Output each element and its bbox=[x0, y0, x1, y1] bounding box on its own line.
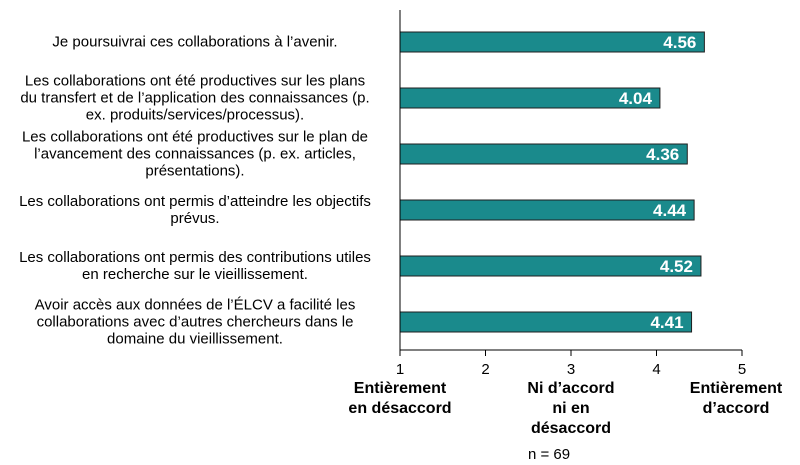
x-tick-label: 5 bbox=[738, 361, 746, 378]
category-label-line: Les collaborations ont été productives s… bbox=[21, 128, 369, 146]
x-tick-label: 2 bbox=[481, 361, 489, 378]
category-label-line: Les collaborations ont été productives s… bbox=[24, 72, 366, 90]
bar bbox=[399, 311, 693, 333]
scale-anchor-label: Entièrement d’accord bbox=[676, 379, 796, 419]
bar-value-label: 4.56 bbox=[663, 33, 696, 52]
scale-anchor-line: d’accord bbox=[702, 400, 770, 417]
bar-value-label: 4.52 bbox=[660, 257, 693, 276]
category-label: Les collaborations ont été productives s… bbox=[0, 73, 390, 124]
scale-anchor-line: ni en bbox=[552, 400, 590, 417]
sample-size-note: n = 69 bbox=[528, 446, 571, 463]
x-tick-label: 1 bbox=[396, 361, 404, 378]
scale-anchor-line: en désaccord bbox=[348, 400, 452, 417]
category-label-line: en recherche sur le vieillissement. bbox=[82, 266, 308, 283]
category-label: Je poursuivrai ces collaborations à l’av… bbox=[0, 34, 390, 51]
bar-value-label: 4.44 bbox=[653, 201, 687, 220]
scale-anchor-line: Ni d’accord bbox=[527, 380, 615, 397]
category-label-line: Les collaborations ont permis des contri… bbox=[19, 249, 371, 266]
category-label: Les collaborations ont été productives s… bbox=[0, 129, 390, 180]
scale-anchor-label: Ni d’accord ni en désaccord bbox=[511, 379, 631, 439]
category-label-line: Avoir accès aux données de l’ÉLCV a faci… bbox=[34, 296, 356, 314]
category-label-line: l’avancement des connaissances (p. ex. a… bbox=[34, 145, 356, 163]
scale-anchor-line: Entièrement bbox=[689, 380, 783, 397]
category-label-line: prévus. bbox=[170, 210, 220, 227]
x-tick-label: 3 bbox=[567, 361, 575, 378]
category-label-line: Les collaborations ont permis d’atteindr… bbox=[19, 193, 371, 210]
scale-anchor-line: désaccord bbox=[530, 420, 612, 437]
bar-value-label: 4.41 bbox=[650, 313, 683, 332]
category-label-line: Je poursuivrai ces collaborations à l’av… bbox=[52, 33, 338, 51]
scale-anchor-label: Entièrement en désaccord bbox=[340, 379, 460, 419]
x-tick-label: 4 bbox=[652, 361, 660, 378]
bar bbox=[399, 199, 695, 221]
category-label-line: du transfert et de l’application des con… bbox=[20, 89, 370, 107]
category-label-line: ex. produits/services/processus). bbox=[85, 106, 305, 124]
category-label: Les collaborations ont permis d’atteindr… bbox=[0, 193, 390, 227]
bar bbox=[399, 31, 705, 53]
scale-anchor-line: Entièrement bbox=[353, 380, 447, 397]
bar bbox=[399, 143, 688, 165]
bar bbox=[399, 255, 702, 277]
category-label-line: collaborations avec d’autres chercheurs … bbox=[36, 313, 354, 331]
category-label-line: présentations). bbox=[145, 162, 245, 180]
bar-value-label: 4.04 bbox=[619, 89, 653, 108]
bar-value-label: 4.36 bbox=[646, 145, 679, 164]
category-label: Avoir accès aux données de l’ÉLCV a faci… bbox=[0, 297, 390, 348]
category-label: Les collaborations ont permis des contri… bbox=[0, 249, 390, 283]
category-label-line: domaine du vieillissement. bbox=[107, 330, 283, 348]
